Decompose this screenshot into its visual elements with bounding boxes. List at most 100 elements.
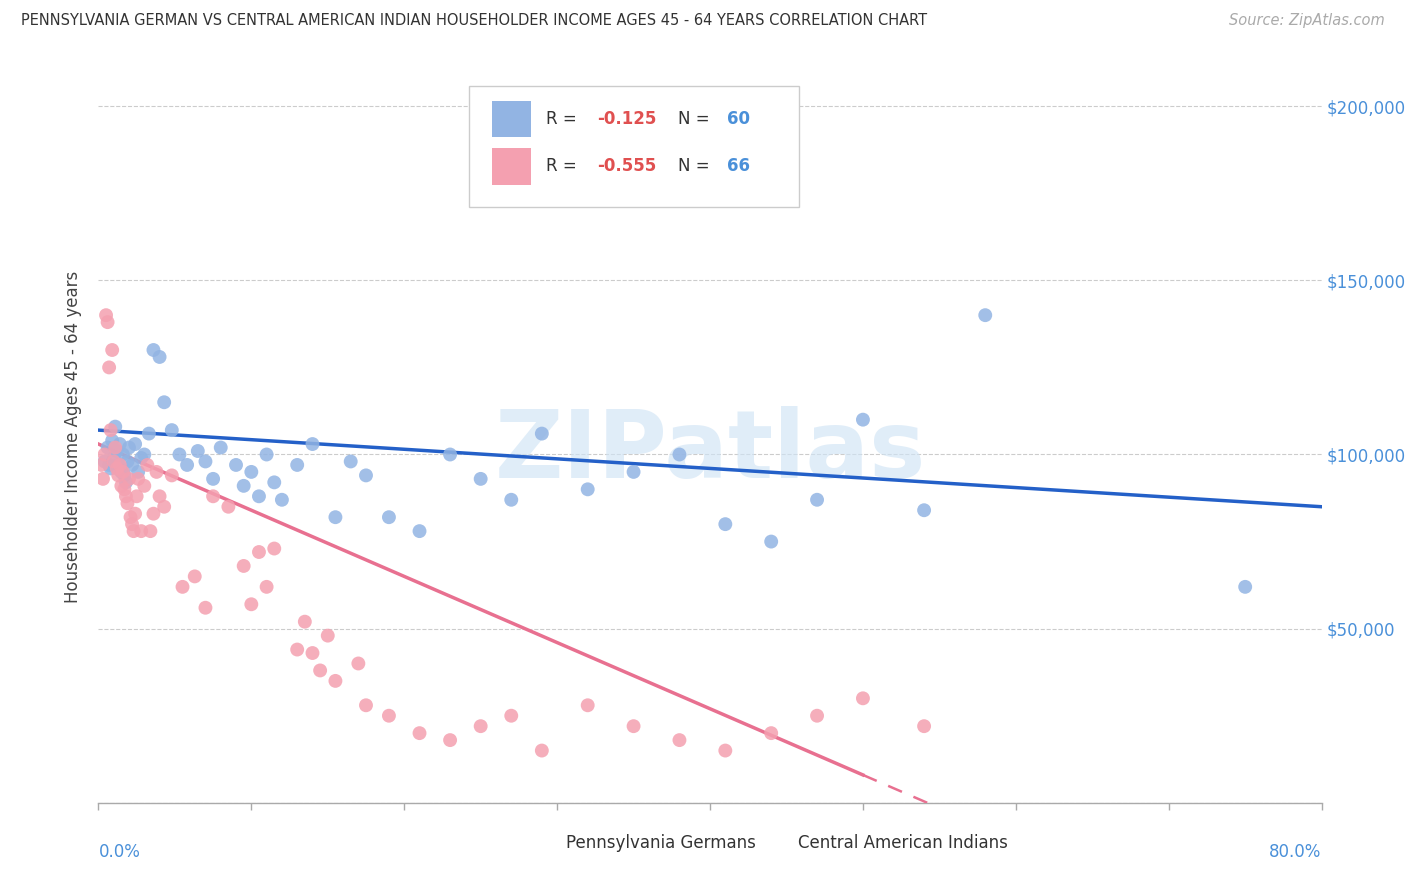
Point <box>115 489 138 503</box>
Point <box>530 743 553 757</box>
Bar <box>533 831 560 859</box>
Text: 66: 66 <box>727 158 751 176</box>
Point <box>347 657 370 671</box>
Point <box>668 448 690 462</box>
Point <box>759 534 782 549</box>
Text: R =: R = <box>546 158 582 176</box>
Text: -0.125: -0.125 <box>598 110 657 128</box>
Point <box>325 510 347 524</box>
Point <box>110 465 132 479</box>
Point <box>263 541 285 556</box>
Point <box>247 545 270 559</box>
Point <box>103 454 125 468</box>
Point <box>160 423 183 437</box>
Point <box>115 475 138 490</box>
Point <box>187 444 209 458</box>
Point <box>101 434 124 448</box>
Point <box>263 475 285 490</box>
Point <box>129 450 152 465</box>
Point <box>408 524 430 538</box>
Point <box>149 350 172 364</box>
Point <box>806 492 828 507</box>
Point <box>124 507 146 521</box>
FancyBboxPatch shape <box>470 86 800 207</box>
Point <box>103 450 125 465</box>
Point <box>576 698 599 713</box>
Point <box>209 441 232 455</box>
Point <box>530 426 553 441</box>
Point <box>145 465 167 479</box>
Point <box>117 496 139 510</box>
Point <box>806 708 828 723</box>
Point <box>194 454 217 468</box>
Text: Source: ZipAtlas.com: Source: ZipAtlas.com <box>1229 13 1385 29</box>
Point <box>202 472 225 486</box>
Point <box>852 691 875 706</box>
Point <box>470 719 492 733</box>
Point <box>470 472 492 486</box>
Point <box>111 448 134 462</box>
Point <box>576 483 599 497</box>
Point <box>202 489 225 503</box>
Point <box>172 580 194 594</box>
Point <box>134 479 156 493</box>
Point <box>107 468 129 483</box>
Text: 60: 60 <box>727 110 751 128</box>
Point <box>912 719 935 733</box>
Point <box>285 642 308 657</box>
Point <box>354 698 377 713</box>
Point <box>309 664 332 678</box>
Point <box>129 524 152 538</box>
Point <box>121 458 143 472</box>
Point <box>439 733 461 747</box>
Point <box>125 489 148 503</box>
Point <box>160 468 183 483</box>
Point <box>301 437 323 451</box>
Point <box>108 458 131 472</box>
Point <box>149 489 172 503</box>
Point <box>104 419 127 434</box>
Point <box>852 412 875 426</box>
Point <box>127 472 149 486</box>
Point <box>912 503 935 517</box>
Bar <box>492 148 531 185</box>
Point <box>111 465 134 479</box>
Point <box>138 426 160 441</box>
Point <box>378 708 401 723</box>
Point <box>107 458 129 472</box>
Point <box>117 454 139 468</box>
Point <box>301 646 323 660</box>
Point <box>184 569 207 583</box>
Text: R =: R = <box>546 110 582 128</box>
Point <box>134 448 156 462</box>
Point <box>139 524 162 538</box>
Point <box>98 458 121 472</box>
Point <box>108 437 131 451</box>
Bar <box>765 831 792 859</box>
Point <box>714 517 737 532</box>
Point <box>176 458 198 472</box>
Point <box>110 479 132 493</box>
Point <box>1234 580 1257 594</box>
Text: Central American Indians: Central American Indians <box>799 834 1008 852</box>
Point <box>94 308 117 322</box>
Point <box>121 517 143 532</box>
Point <box>256 448 278 462</box>
Point <box>339 454 361 468</box>
Point <box>136 458 159 472</box>
Point <box>153 395 176 409</box>
Point <box>240 597 263 611</box>
Point <box>501 492 523 507</box>
Point <box>285 458 308 472</box>
Point <box>91 472 114 486</box>
Point <box>118 441 141 455</box>
Text: -0.555: -0.555 <box>598 158 657 176</box>
Point <box>270 492 292 507</box>
Text: 0.0%: 0.0% <box>98 843 141 861</box>
Point <box>97 315 120 329</box>
Point <box>153 500 176 514</box>
Point <box>354 468 377 483</box>
Point <box>118 472 141 486</box>
Text: Pennsylvania Germans: Pennsylvania Germans <box>565 834 755 852</box>
Point <box>100 423 122 437</box>
